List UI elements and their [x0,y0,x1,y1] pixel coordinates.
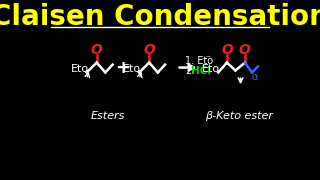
Text: β-Keto ester: β-Keto ester [205,111,273,122]
Text: O: O [143,43,155,57]
Text: 1. Eto: 1. Eto [185,56,213,66]
Text: α: α [252,72,258,82]
Text: Eto: Eto [123,64,141,73]
Text: 2.: 2. [185,66,195,76]
Text: Eto: Eto [202,64,220,73]
Text: O: O [239,43,251,57]
Text: Eto: Eto [70,64,89,73]
Text: Esters: Esters [91,111,125,122]
Text: ⁻: ⁻ [205,55,211,65]
Text: HCl: HCl [191,66,211,76]
Text: O: O [91,43,103,57]
Text: +: + [115,58,130,76]
Text: O: O [221,43,233,57]
Text: Claisen Condensation: Claisen Condensation [0,3,320,31]
